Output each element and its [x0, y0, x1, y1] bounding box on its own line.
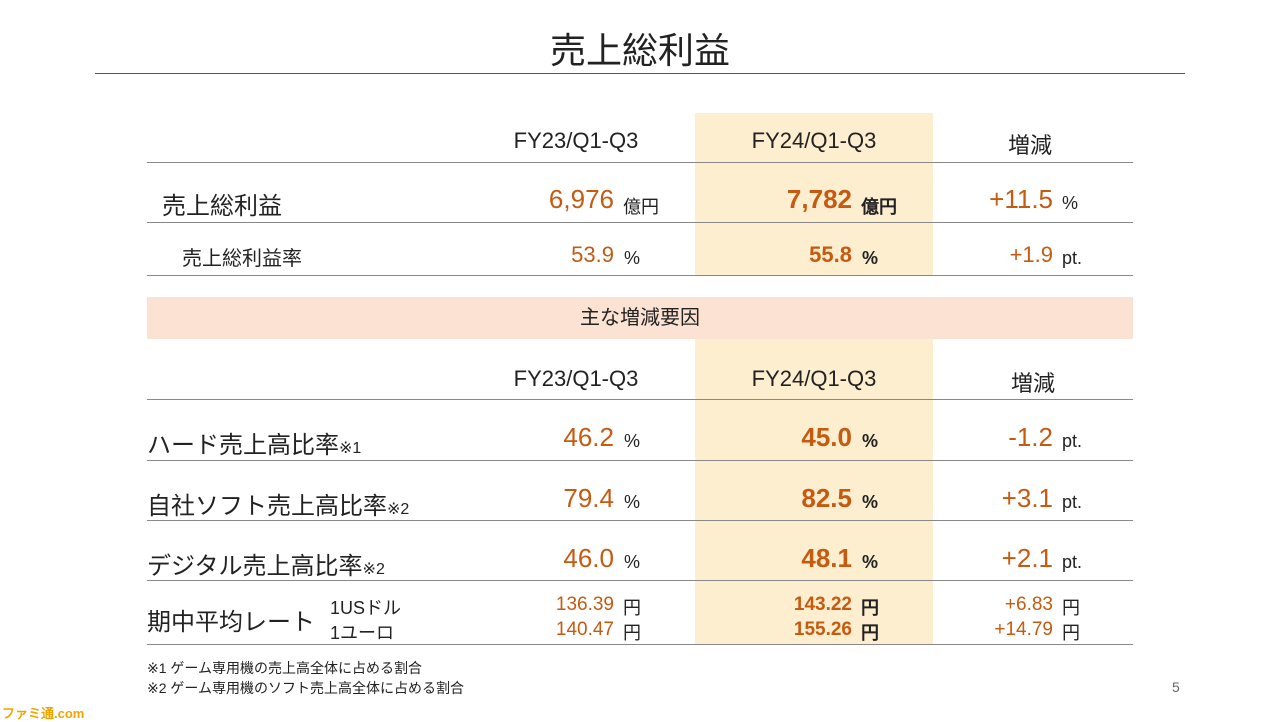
gross-margin-change: +1.9 — [1009, 242, 1053, 267]
first-party-software-ratio-label: 自社ソフト売上高比率※2 — [147, 493, 410, 520]
factors-bottom-rule — [147, 644, 1133, 645]
top-header-fy24: FY24/Q1-Q3 — [751, 128, 877, 153]
fy24-column-highlight-bottom — [695, 339, 933, 644]
digital-ratio-fy24: 48.1 — [801, 543, 852, 573]
usd-fy23-unit: 円 — [623, 598, 641, 618]
gross-margin-fy24-unit: % — [862, 248, 879, 268]
footnote-2: ※2 ゲーム専用機のソフト売上高全体に占める割合 — [147, 680, 464, 696]
page-title: 売上総利益 — [549, 30, 730, 71]
eur-change-unit: 円 — [1062, 623, 1080, 643]
factors-header-rule — [147, 399, 1133, 400]
page-number: 5 — [1172, 679, 1180, 695]
eur-change: +14.79 — [994, 619, 1053, 640]
gross-profit-label: 売上総利益 — [162, 193, 282, 220]
gross-margin-label: 売上総利益率 — [182, 248, 302, 270]
eur-fy23: 140.47 — [555, 619, 614, 640]
fy24-column-highlight-top — [695, 113, 933, 275]
gross-margin-change-unit: pt. — [1062, 248, 1083, 268]
digital-ratio-fy24-unit: % — [862, 552, 879, 572]
exchange-rate-label: 期中平均レート — [147, 609, 315, 636]
factors-band — [147, 297, 1133, 339]
gross-profit-rule — [147, 222, 1133, 223]
usd-fy24: 143.22 — [793, 594, 852, 615]
first-party-software-ratio-fy24: 82.5 — [801, 483, 852, 513]
hardware-ratio-fy23: 46.2 — [563, 422, 614, 452]
factors-band-title: 主な増減要因 — [580, 307, 700, 329]
top-header-change: 増減 — [1007, 133, 1052, 158]
digital-ratio-rule — [147, 580, 1133, 581]
hardware-ratio-change-unit: pt. — [1062, 431, 1083, 451]
factors-header-fy23: FY23/Q1-Q3 — [513, 366, 639, 391]
usd-fy24-unit: 円 — [861, 598, 879, 618]
eur-fy23-unit: 円 — [623, 623, 641, 643]
digital-ratio-note: ※2 — [362, 561, 385, 578]
factors-header-change: 増減 — [1010, 371, 1055, 396]
hardware-ratio-fy23-unit: % — [624, 431, 641, 451]
gross-margin-fy24: 55.8 — [809, 242, 852, 267]
usd-label: 1USドル — [330, 598, 402, 618]
hardware-ratio-fy24-unit: % — [862, 431, 879, 451]
usd-fy23: 136.39 — [555, 594, 614, 615]
gross-margin-fy23: 53.9 — [571, 242, 614, 267]
digital-ratio-change: +2.1 — [1001, 543, 1053, 573]
hardware-ratio-rule — [147, 460, 1133, 461]
first-party-software-ratio-change-unit: pt. — [1062, 492, 1083, 512]
gross-profit-fy24: 7,782 — [786, 184, 852, 214]
eur-fy24: 155.26 — [793, 619, 852, 640]
gross-profit-fy23: 6,976 — [548, 184, 614, 214]
factors-header-fy24: FY24/Q1-Q3 — [751, 366, 877, 391]
hardware-ratio-label: ハード売上高比率※1 — [147, 432, 362, 459]
usd-change-unit: 円 — [1062, 598, 1080, 618]
hardware-ratio-fy24: 45.0 — [801, 422, 852, 452]
first-party-software-ratio-fy24-unit: % — [862, 492, 879, 512]
first-party-software-ratio-rule — [147, 520, 1133, 521]
eur-fy24-unit: 円 — [861, 623, 879, 643]
top-header-rule — [147, 162, 1133, 163]
first-party-software-ratio-note: ※2 — [387, 501, 410, 518]
eur-label: 1ユーロ — [330, 623, 395, 643]
digital-ratio-label: デジタル売上高比率※2 — [147, 553, 385, 580]
title-divider — [95, 73, 1185, 74]
hardware-ratio-change: -1.2 — [1008, 422, 1053, 452]
gross-profit-change-unit: % — [1062, 193, 1079, 213]
gross-profit-change: +11.5 — [989, 184, 1053, 214]
digital-ratio-change-unit: pt. — [1062, 552, 1083, 572]
gross-profit-fy23-unit: 億円 — [623, 197, 659, 217]
first-party-software-ratio-change: +3.1 — [1001, 483, 1053, 513]
footnote-1: ※1 ゲーム専用機の売上高全体に占める割合 — [147, 660, 422, 676]
usd-change: +6.83 — [1004, 594, 1053, 615]
top-table-bottom-rule — [147, 275, 1133, 276]
first-party-software-ratio-fy23: 79.4 — [563, 483, 614, 513]
digital-ratio-fy23: 46.0 — [563, 543, 614, 573]
first-party-software-ratio-fy23-unit: % — [624, 492, 641, 512]
watermark-logo: ファミ通.com — [2, 706, 85, 721]
digital-ratio-fy23-unit: % — [624, 552, 641, 572]
hardware-ratio-note: ※1 — [339, 440, 362, 457]
gross-margin-fy23-unit: % — [624, 248, 641, 268]
top-header-fy23: FY23/Q1-Q3 — [513, 128, 639, 153]
gross-profit-fy24-unit: 億円 — [861, 197, 897, 217]
